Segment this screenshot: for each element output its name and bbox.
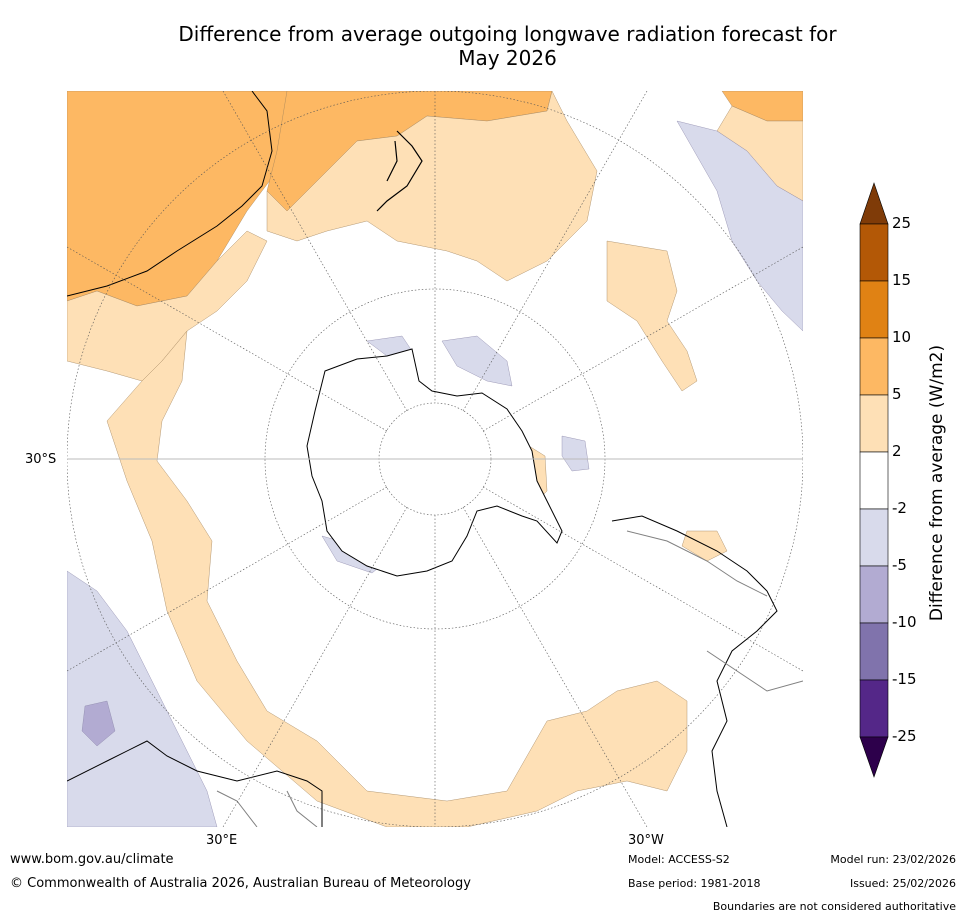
- anomaly-region-m5-m2-antarctic-1: [441, 335, 513, 387]
- lat-label-30s: 30°S: [25, 452, 57, 467]
- footer-url[interactable]: www.bom.gov.au/climate: [10, 852, 174, 867]
- colorbar-tick-label: -5: [892, 556, 907, 574]
- australia-coastline: [67, 91, 273, 297]
- africa-border: [216, 790, 318, 827]
- colorbar-tick-label: 15: [892, 271, 912, 289]
- colorbar-swatch-10_15: [859, 280, 889, 339]
- colorbar-arrow-top: [859, 182, 889, 225]
- colorbar-tick-label: -10: [892, 613, 917, 631]
- colorbar-tick-label: -25: [892, 727, 917, 745]
- africa-coastline: [67, 740, 323, 827]
- antarctica-coastline: [306, 348, 563, 577]
- colorbar: [859, 182, 889, 778]
- colorbar-swatch-5_10: [859, 337, 889, 396]
- title-line-2: May 2026: [458, 46, 557, 70]
- colorbar-swatch-m5_m2: [859, 508, 889, 567]
- colorbar-swatch-m10_m5: [859, 565, 889, 624]
- colorbar-swatch-neutral: [859, 451, 889, 510]
- colorbar-swatch-15_25: [859, 223, 889, 282]
- lon-label-30w: 30°W: [628, 833, 664, 848]
- footer-model: Model: ACCESS-S2: [628, 853, 730, 866]
- anomaly-region-m10-m5-sw: [81, 700, 116, 747]
- anomaly-region-2-5-north: [266, 91, 598, 282]
- anomaly-region-2-5-south-america: [681, 530, 728, 562]
- map-title: Difference from average outgoing longwav…: [100, 22, 915, 70]
- anomaly-region-2-5-east-island: [606, 240, 698, 392]
- colorbar-swatch-m25_m15: [859, 679, 889, 738]
- anomaly-region-2-5-band: [106, 330, 688, 827]
- colorbar-tick-label: -15: [892, 670, 917, 688]
- colorbar-tick-label: 5: [892, 385, 902, 403]
- anomaly-region-m5-m2-sw: [67, 570, 218, 827]
- colorbar-tick-label: -2: [892, 499, 907, 517]
- colorbar-swatch-m15_m10: [859, 622, 889, 681]
- footer-model-run: Model run: 23/02/2026: [830, 853, 956, 866]
- footer-copyright: © Commonwealth of Australia 2026, Austra…: [10, 876, 471, 891]
- footer-base-period: Base period: 1981-2018: [628, 877, 761, 890]
- colorbar-arrow-bottom: [859, 736, 889, 778]
- polar-map: [67, 91, 803, 827]
- south-america-coastline: [611, 515, 778, 827]
- title-line-1: Difference from average outgoing longwav…: [178, 22, 837, 46]
- anomaly-region-2-5-west: [67, 230, 268, 382]
- footer-issued: Issued: 25/02/2026: [849, 877, 956, 890]
- anomaly-region-m5-m2-ne: [676, 120, 803, 332]
- new-zealand-coastline: [376, 130, 423, 212]
- footer-disclaimer: Boundaries are not considered authoritat…: [712, 900, 956, 913]
- lon-label-30e: 30°E: [206, 833, 238, 848]
- colorbar-tick-label: 10: [892, 328, 912, 346]
- colorbar-tick-label: 2: [892, 442, 902, 460]
- colorbar-title: Difference from average (W/m2): [927, 344, 947, 622]
- south-america-border: [626, 530, 803, 692]
- colorbar-tick-label: 25: [892, 214, 912, 232]
- colorbar-swatch-2_5: [859, 394, 889, 453]
- anomaly-region-m5-m2-antarctic-4: [561, 435, 590, 472]
